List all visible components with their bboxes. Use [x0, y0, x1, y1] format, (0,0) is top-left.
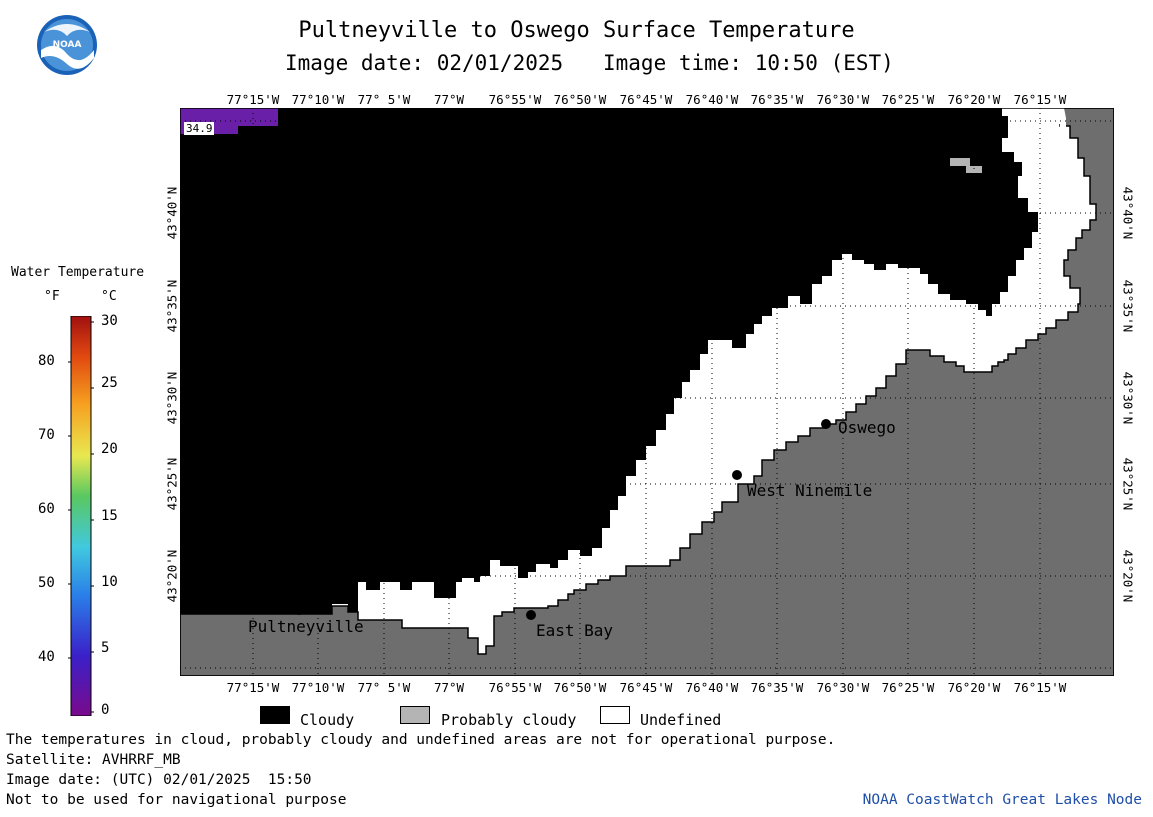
city-label-pultneyville: Pultneyville	[248, 617, 364, 636]
sample-value: 34.9	[186, 122, 213, 135]
colorbar-c-tick: 5	[101, 640, 110, 656]
colorbar-f-tick: 40	[38, 649, 55, 665]
probably-cloudy-patch	[950, 158, 970, 166]
colorbar	[68, 315, 94, 717]
map-title: Pultneyville to Oswego Surface Temperatu…	[298, 18, 855, 43]
probably-cloudy-patch	[966, 166, 982, 173]
satellite-info: Satellite: AVHRRF_MB	[6, 752, 181, 768]
colorbar-f-tick: 50	[38, 575, 55, 591]
lon-label-top: 76°45'W	[619, 92, 673, 107]
colorbar-c-tick: 0	[101, 702, 110, 718]
legend-swatch-undefined	[600, 706, 630, 724]
lat-label-right: 43°20'N	[1120, 549, 1136, 603]
lon-label-bottom: 76°35'W	[750, 680, 804, 695]
legend-swatch-cloudy	[260, 706, 290, 724]
sst-map: 34.9	[180, 108, 1114, 676]
colorbar-c-tick: 15	[101, 508, 118, 524]
lon-label-bottom: 76°45'W	[619, 680, 673, 695]
colorbar-c-tick: 25	[101, 375, 118, 391]
lon-label-bottom: 77°10'W	[291, 680, 345, 695]
image-date: Image date: 02/01/2025	[285, 51, 564, 75]
noaa-logo: NOAA	[36, 14, 98, 76]
lon-label-top: 77° 5'W	[357, 92, 411, 107]
lon-label-bottom: 76°50'W	[553, 680, 607, 695]
lon-label-bottom: 77°15'W	[226, 680, 280, 695]
lon-label-bottom: 77° 5'W	[357, 680, 411, 695]
lon-label-top: 76°30'W	[816, 92, 870, 107]
inlet	[1052, 108, 1066, 128]
disclaimer-text: The temperatures in cloud, probably clou…	[6, 732, 836, 748]
cloud-area	[180, 108, 1038, 614]
colorbar-c-tick: 10	[101, 574, 118, 590]
legend-label-cloudy: Cloudy	[300, 711, 355, 729]
city-marker-pultneyville	[294, 605, 304, 615]
lon-label-bottom: 77°W	[433, 680, 465, 695]
credit-text: NOAA CoastWatch Great Lakes Node	[862, 792, 1142, 808]
city-label-west-ninemile: West Ninemile	[747, 481, 873, 500]
colorbar-c-tick: 30	[101, 313, 118, 329]
lat-label-left: 43°35'N	[164, 279, 180, 333]
colorbar-f-tick: 80	[38, 353, 55, 369]
city-label-east-bay: East Bay	[536, 621, 614, 640]
lat-label-right: 43°35'N	[1120, 279, 1136, 333]
cold-water-patch	[180, 108, 278, 126]
lon-label-bottom: 76°30'W	[816, 680, 870, 695]
colorbar-f-tick: 60	[38, 501, 55, 517]
lat-label-right: 43°40'N	[1120, 186, 1136, 240]
city-marker-west-ninemile	[732, 470, 742, 480]
lat-label-left: 43°40'N	[164, 186, 180, 240]
lon-label-top: 77°10'W	[291, 92, 345, 107]
sample-value-box	[184, 122, 214, 135]
lon-label-bottom: 76°15'W	[1013, 680, 1067, 695]
lon-label-top: 76°55'W	[488, 92, 542, 107]
lon-label-bottom: 76°25'W	[881, 680, 935, 695]
land-area	[180, 108, 1114, 676]
navigation-warning: Not to be used for navigational purpose	[6, 792, 347, 808]
legend-label-probably-cloudy: Probably cloudy	[441, 711, 577, 729]
lat-label-left: 43°20'N	[164, 549, 180, 603]
lon-label-bottom: 76°55'W	[488, 680, 542, 695]
lat-label-left: 43°30'N	[164, 371, 180, 425]
city-marker-oswego	[821, 419, 831, 429]
lat-label-right: 43°25'N	[1120, 457, 1136, 511]
colorbar-unit-f: °F	[44, 289, 60, 304]
lon-label-top: 76°50'W	[553, 92, 607, 107]
colorbar-title: Water Temperature	[11, 265, 145, 280]
lon-label-top: 76°25'W	[881, 92, 935, 107]
lon-label-bottom: 76°20'W	[947, 680, 1001, 695]
svg-text:NOAA: NOAA	[53, 40, 82, 50]
legend-swatch-probably-cloudy	[400, 706, 430, 724]
city-label-oswego: Oswego	[838, 418, 896, 437]
graticule	[180, 108, 1114, 676]
lon-label-top: 76°15'W	[1013, 92, 1067, 107]
lat-label-left: 43°25'N	[164, 457, 180, 511]
colorbar-c-tick: 20	[101, 441, 118, 457]
lon-label-bottom: 76°40'W	[685, 680, 739, 695]
image-time: Image time: 10:50 (EST)	[603, 51, 894, 75]
colorbar-unit-c: °C	[101, 289, 117, 304]
legend-label-undefined: Undefined	[640, 711, 722, 729]
city-marker-east-bay	[526, 610, 536, 620]
lon-label-top: 77°15'W	[226, 92, 280, 107]
lon-label-top: 76°40'W	[685, 92, 739, 107]
lon-label-top: 76°20'W	[947, 92, 1001, 107]
utc-date: Image date: (UTC) 02/01/2025 15:50	[6, 772, 312, 788]
lon-label-top: 76°35'W	[750, 92, 804, 107]
lon-label-top: 77°W	[433, 92, 465, 107]
colorbar-f-tick: 70	[38, 427, 55, 443]
lat-label-right: 43°30'N	[1120, 371, 1136, 425]
